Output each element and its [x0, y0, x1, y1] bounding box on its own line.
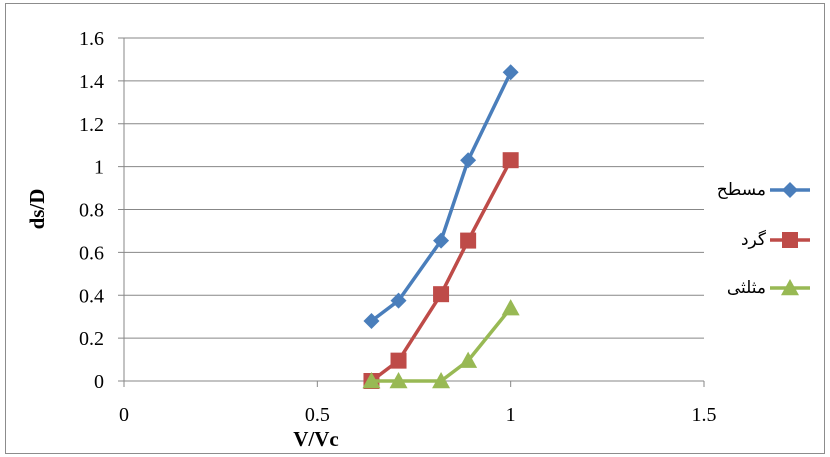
y-tick-label: 1.2: [79, 114, 104, 136]
data-point: [501, 299, 520, 316]
data-point: [432, 372, 451, 389]
legend-label: مثلثی: [727, 278, 766, 298]
x-tick-labels: 0 0.5 1 1.5: [119, 404, 717, 426]
x-tick-label: 1.5: [692, 404, 717, 426]
series-layer: [362, 64, 520, 389]
x-tick-label: 1: [506, 404, 516, 426]
x-tick-label: 0: [119, 404, 129, 426]
chart-frame: [5, 3, 825, 454]
data-point: [362, 372, 381, 389]
data-point: [459, 351, 478, 368]
data-point: [363, 312, 380, 329]
series-line: [371, 307, 513, 383]
y-tick-label: 0.6: [79, 242, 104, 264]
y-tick-label: 1.4: [79, 71, 104, 93]
series-line: [370, 159, 513, 383]
data-point: [502, 64, 519, 81]
data-point: [390, 292, 407, 309]
data-point: [460, 152, 477, 169]
gridlines: [124, 37, 704, 339]
y-tick-label: 0: [94, 371, 104, 393]
data-point: [390, 352, 407, 369]
y-axis-title: ds/D: [25, 189, 49, 230]
series-2: [363, 152, 519, 389]
y-tick-label: 0.8: [79, 200, 104, 222]
data-point: [460, 232, 477, 249]
legend-item: مسطح: [717, 180, 810, 200]
data-point: [502, 152, 519, 169]
axes: [118, 37, 705, 387]
legend: مسطح گرد مثلثی: [717, 180, 810, 298]
legend-label: مسطح: [717, 180, 766, 200]
data-point: [389, 372, 408, 389]
legend-label: گرد: [741, 229, 767, 250]
y-tick-labels: 0 0.2 0.4 0.6 0.8 1 1.2 1.4 1.6: [79, 28, 104, 393]
y-tick-label: 1: [94, 157, 104, 179]
legend-marker: [781, 279, 799, 296]
y-tick-label: 0.4: [79, 285, 104, 307]
y-tick-label: 0.2: [79, 328, 104, 350]
x-tick-label: 0.5: [305, 404, 330, 426]
legend-item: گرد: [741, 229, 810, 250]
legend-item: مثلثی: [727, 278, 810, 298]
series-3: [362, 299, 520, 389]
legend-marker: [782, 232, 798, 248]
x-axis-title: V/Vc: [293, 427, 339, 451]
legend-marker: [782, 182, 798, 198]
data-point: [433, 286, 450, 303]
y-tick-label: 1.6: [79, 28, 104, 50]
series-1: [363, 64, 519, 329]
data-point: [433, 232, 450, 249]
